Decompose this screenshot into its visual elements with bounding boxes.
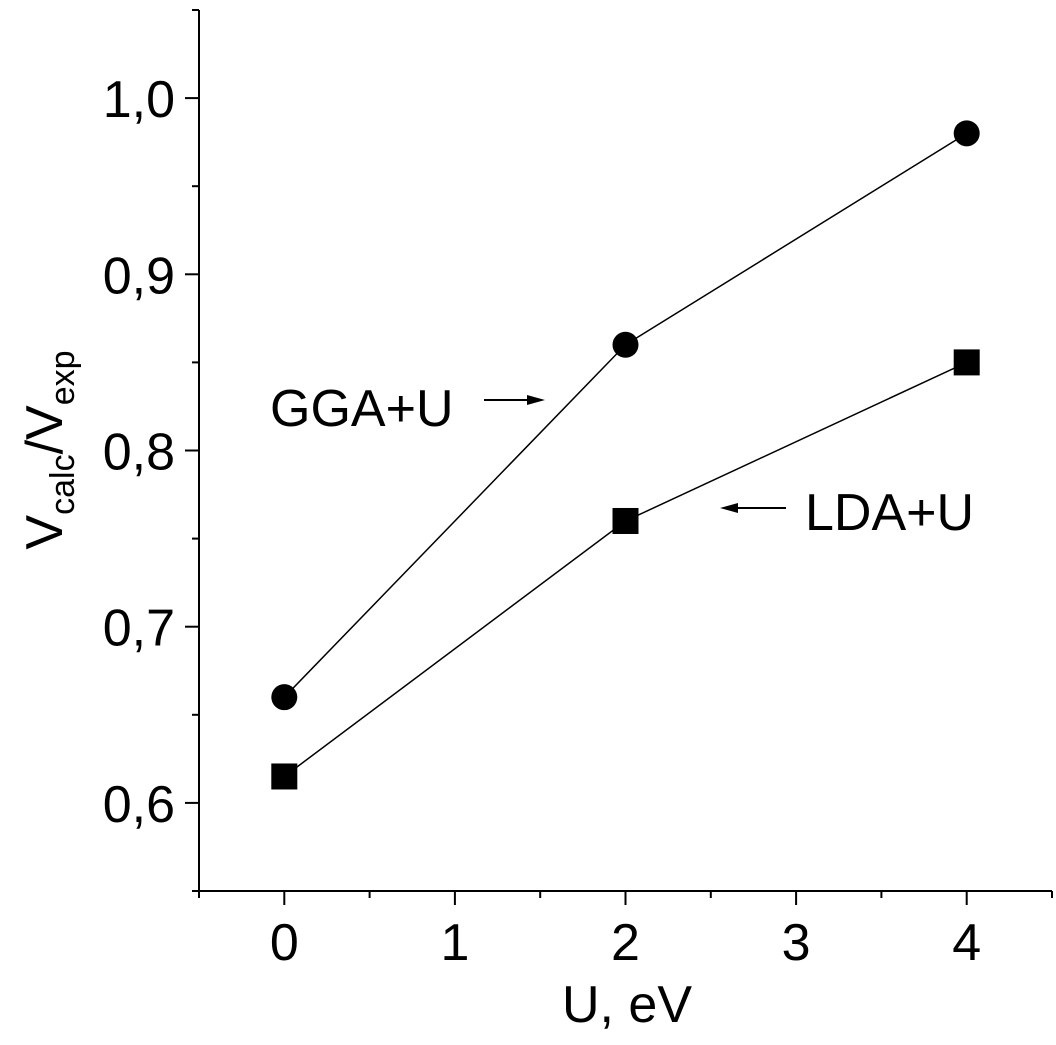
data-point-circle <box>612 331 639 358</box>
x-tick-label: 1 <box>440 914 469 972</box>
y-tick-label: 0,9 <box>103 247 175 305</box>
y-tick-label: 0,6 <box>103 776 175 834</box>
series-markers <box>271 120 980 790</box>
x-tick-label: 4 <box>952 914 981 972</box>
plot-frame <box>198 10 1052 892</box>
data-point-square <box>612 507 639 534</box>
x-axis-title: U, eV <box>562 976 692 1034</box>
x-tick-label: 2 <box>611 914 640 972</box>
data-point-circle <box>271 684 298 711</box>
series-lines <box>283 132 968 778</box>
y-tick-label: 0,7 <box>103 600 175 658</box>
y-axis-title-v1: V <box>16 515 74 550</box>
series-label-gga: GGA+U <box>270 380 454 438</box>
y-tick-label: 0,8 <box>103 424 175 482</box>
arrow-gga-head <box>527 395 545 405</box>
y-axis-title-sub2: exp <box>44 350 82 405</box>
y-axis-title: Vcalc/Vexp <box>16 350 82 549</box>
y-axis-title-v2: V <box>16 405 74 440</box>
x-tick-label: 3 <box>782 914 811 972</box>
series-label-lda: LDA+U <box>805 484 974 542</box>
y-tick-label: 1,0 <box>103 71 175 129</box>
data-point-circle <box>953 120 980 147</box>
x-tick-label: 0 <box>270 914 299 972</box>
data-point-square <box>953 349 980 376</box>
arrow-lda-head <box>720 503 738 513</box>
y-axis-title-slash: / <box>16 439 74 454</box>
y-axis-title-sub1: calc <box>44 454 82 514</box>
data-point-square <box>271 763 298 790</box>
axis-ticks: 0 1 2 3 4 0,6 0,7 0,8 0,9 1,0 <box>103 9 1053 972</box>
